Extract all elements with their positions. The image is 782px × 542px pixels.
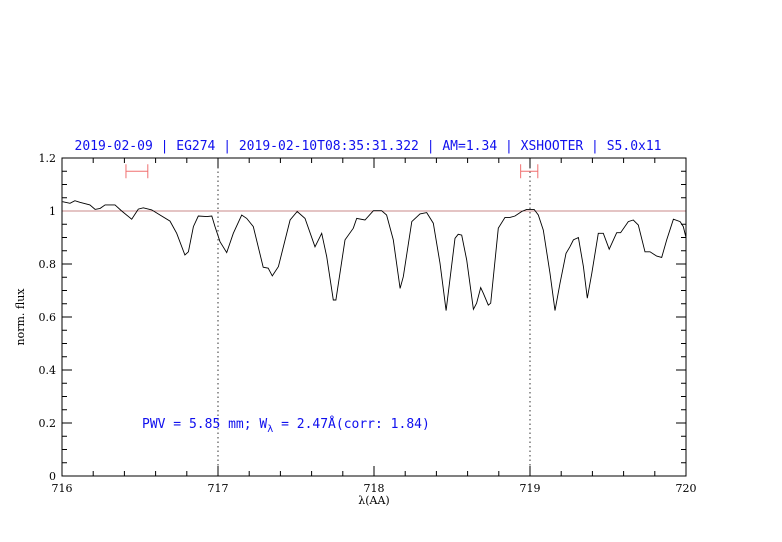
- pwv-annotation: PWV = 5.85 mm; Wλ = 2.47Å(corr: 1.84): [142, 416, 430, 435]
- y-tick-label: 0.4: [39, 364, 57, 377]
- x-tick-label: 717: [208, 482, 229, 495]
- plot-frame: [61, 157, 687, 477]
- x-tick-label: 718: [364, 482, 385, 495]
- y-tick-label: 1.2: [39, 152, 57, 165]
- y-tick-label: 0: [49, 470, 56, 483]
- x-axis-label: λ(AA): [358, 494, 389, 507]
- annotation-subscript: λ: [267, 424, 273, 435]
- tick-labels: 716 717 718 719 720 0 0.2 0.4 0.6 0.8 1 1.2: [39, 152, 697, 495]
- y-axis-label: norm. flux: [14, 288, 27, 346]
- y-tick-label: 1: [49, 205, 56, 218]
- annotation-prefix: PWV = 5.85 mm; W: [142, 417, 267, 432]
- y-tick-label: 0.2: [39, 417, 57, 430]
- x-tick-label: 716: [52, 482, 73, 495]
- spectrum-line: [62, 200, 687, 311]
- annotation-suffix: = 2.47Å(corr: 1.84): [273, 416, 430, 432]
- y-tick-label: 0.8: [39, 258, 57, 271]
- y-tick-label: 0.6: [39, 311, 57, 324]
- x-tick-label: 720: [676, 482, 697, 495]
- x-tick-label: 719: [520, 482, 541, 495]
- chart-title: 2019-02-09 | EG274 | 2019-02-10T08:35:31…: [75, 139, 662, 154]
